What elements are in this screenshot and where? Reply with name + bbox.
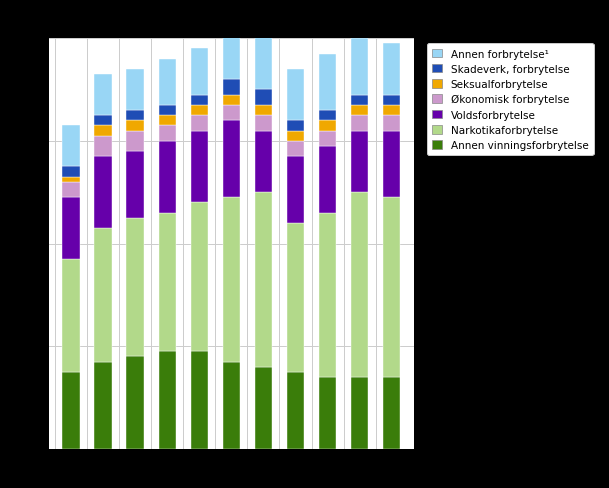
Bar <box>287 142 304 157</box>
Bar <box>255 193 272 367</box>
Bar <box>383 44 401 96</box>
Bar <box>191 116 208 131</box>
Bar <box>223 80 240 96</box>
Bar <box>351 106 368 116</box>
Bar <box>127 131 144 152</box>
Bar <box>223 96 240 106</box>
Bar <box>191 106 208 116</box>
Bar <box>127 111 144 121</box>
Legend: Annen forbrytelse¹, Skadeverk, forbrytelse, Seksualforbrytelse, Økonomisk forbry: Annen forbrytelse¹, Skadeverk, forbrytel… <box>427 44 594 156</box>
Bar <box>287 224 304 372</box>
Bar <box>191 96 208 106</box>
Bar <box>383 198 401 377</box>
Bar <box>127 357 144 449</box>
Bar <box>62 177 80 183</box>
Bar <box>351 96 368 106</box>
Bar <box>255 106 272 116</box>
Bar <box>287 121 304 131</box>
Bar <box>319 377 336 449</box>
Bar <box>383 377 401 449</box>
Bar <box>223 198 240 362</box>
Bar <box>287 131 304 142</box>
Bar <box>127 70 144 111</box>
Bar <box>287 70 304 121</box>
Bar <box>127 218 144 357</box>
Bar <box>319 213 336 377</box>
Bar <box>191 351 208 449</box>
Bar <box>383 106 401 116</box>
Bar <box>62 372 80 449</box>
Bar <box>255 116 272 131</box>
Bar <box>158 116 176 126</box>
Bar <box>351 116 368 131</box>
Bar <box>158 106 176 116</box>
Bar <box>223 106 240 121</box>
Bar <box>94 228 112 362</box>
Bar <box>62 126 80 167</box>
Bar <box>191 203 208 351</box>
Bar <box>62 260 80 372</box>
Bar <box>158 126 176 142</box>
Bar <box>191 131 208 203</box>
Bar <box>255 29 272 90</box>
Bar <box>94 116 112 126</box>
Bar <box>94 362 112 449</box>
Bar <box>319 131 336 147</box>
Bar <box>319 121 336 131</box>
Bar <box>255 90 272 106</box>
Bar <box>223 362 240 449</box>
Bar <box>351 39 368 96</box>
Bar <box>158 351 176 449</box>
Bar <box>223 121 240 198</box>
Bar <box>62 167 80 177</box>
Bar <box>351 377 368 449</box>
Bar <box>158 213 176 351</box>
Bar <box>255 131 272 193</box>
Bar <box>94 157 112 228</box>
Bar <box>158 142 176 213</box>
Bar <box>62 198 80 260</box>
Bar <box>127 121 144 131</box>
Bar <box>94 126 112 137</box>
Bar <box>287 372 304 449</box>
Bar <box>94 137 112 157</box>
Bar <box>127 152 144 218</box>
Bar <box>158 60 176 106</box>
Bar <box>383 116 401 131</box>
Bar <box>287 157 304 224</box>
Bar <box>62 183 80 198</box>
Bar <box>319 146 336 213</box>
Bar <box>383 96 401 106</box>
Bar <box>319 111 336 121</box>
Bar <box>94 75 112 116</box>
Bar <box>351 131 368 193</box>
Bar <box>223 34 240 80</box>
Bar <box>191 49 208 96</box>
Bar <box>383 131 401 198</box>
Bar <box>319 54 336 111</box>
Bar <box>255 367 272 449</box>
Bar <box>351 193 368 377</box>
